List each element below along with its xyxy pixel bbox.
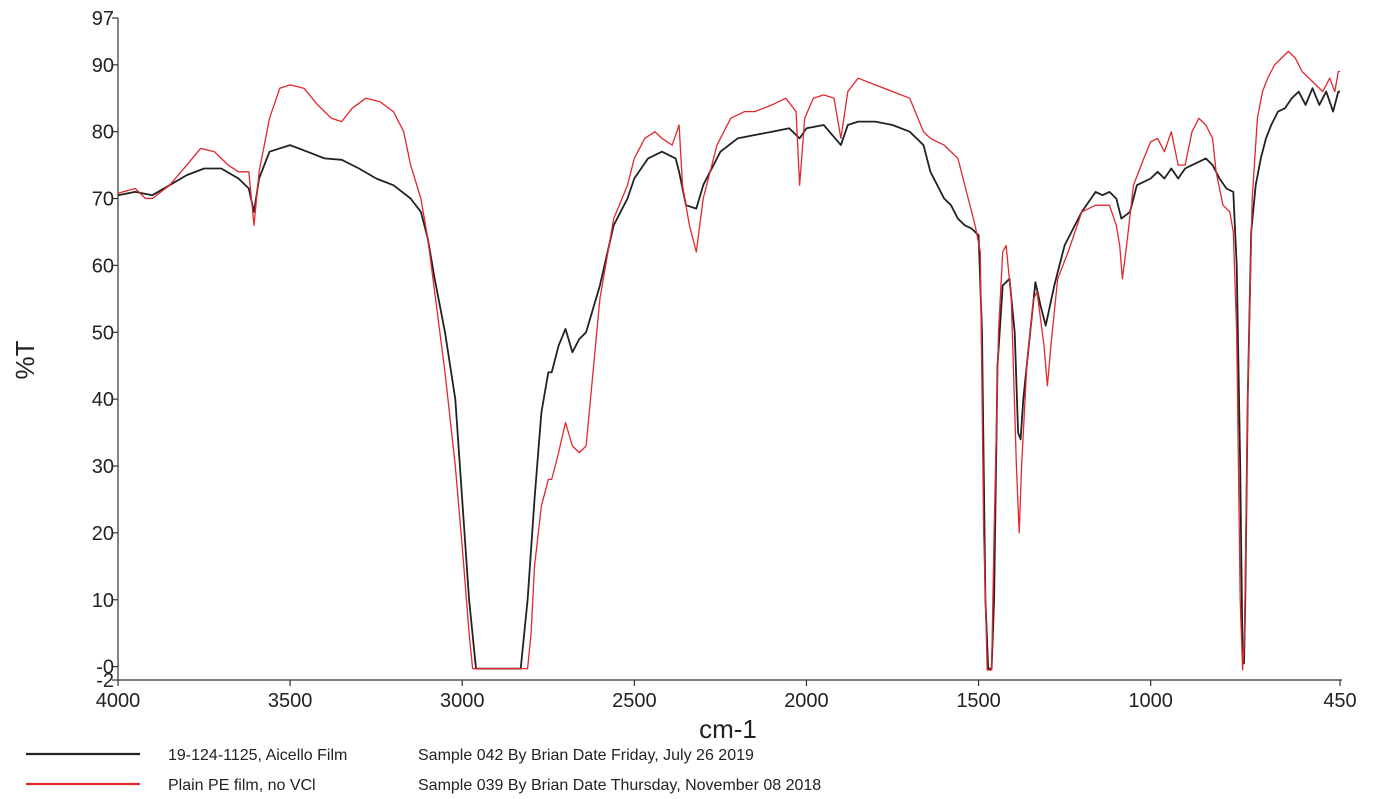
series-layer (117, 50, 1340, 671)
chart-axes (117, 18, 1342, 681)
x-tick-label: 1000 (1128, 690, 1173, 712)
y-tick-label: 60 (92, 255, 114, 277)
y-tick-label: 97 (92, 8, 114, 30)
x-tick-label: 2000 (784, 690, 829, 712)
y-axis-title: %T (10, 340, 40, 379)
y-tick-label: 10 (92, 590, 114, 612)
x-tick-label: 3500 (268, 690, 313, 712)
y-tick-label: 70 (92, 189, 114, 211)
legend-label: 19-124-1125, Aicello Film (168, 747, 347, 764)
x-axis-title: cm-1 (699, 714, 757, 744)
y-tick-label: 90 (92, 55, 114, 77)
legend-detail: Sample 039 By Brian Date Thursday, Novem… (418, 777, 821, 794)
y-tick-label: 20 (92, 523, 114, 545)
legend-label: Plain PE film, no VCl (168, 777, 316, 794)
x-axis-ticks: 4000 3500 3000 2500 2000 1500 1000 450 (96, 680, 1357, 712)
x-tick-label: 4000 (96, 690, 141, 712)
x-tick-label: 2500 (612, 690, 657, 712)
x-tick-label: 450 (1323, 690, 1356, 712)
y-tick-label: -0 (96, 657, 114, 679)
y-tick-label: 30 (92, 456, 114, 478)
series-line-aicello-film (117, 87, 1340, 670)
legend-item: 19-124-1125, Aicello Film Sample 042 By … (26, 747, 754, 764)
x-tick-label: 1500 (956, 690, 1001, 712)
legend-detail: Sample 042 By Brian Date Friday, July 26… (418, 747, 754, 764)
y-axis-ticks: 97 90 80 70 60 50 40 30 20 10 -0-2 (92, 8, 118, 692)
series-line-plain-pe-film (117, 50, 1340, 671)
y-tick-label: 50 (92, 322, 114, 344)
y-tick-label: 40 (92, 389, 114, 411)
legend-item: Plain PE film, no VCl Sample 039 By Bria… (26, 777, 821, 794)
legend: 19-124-1125, Aicello Film Sample 042 By … (26, 747, 821, 794)
x-tick-label: 3000 (440, 690, 485, 712)
y-tick-label: -2 (96, 670, 114, 692)
y-tick-label: 80 (92, 122, 114, 144)
